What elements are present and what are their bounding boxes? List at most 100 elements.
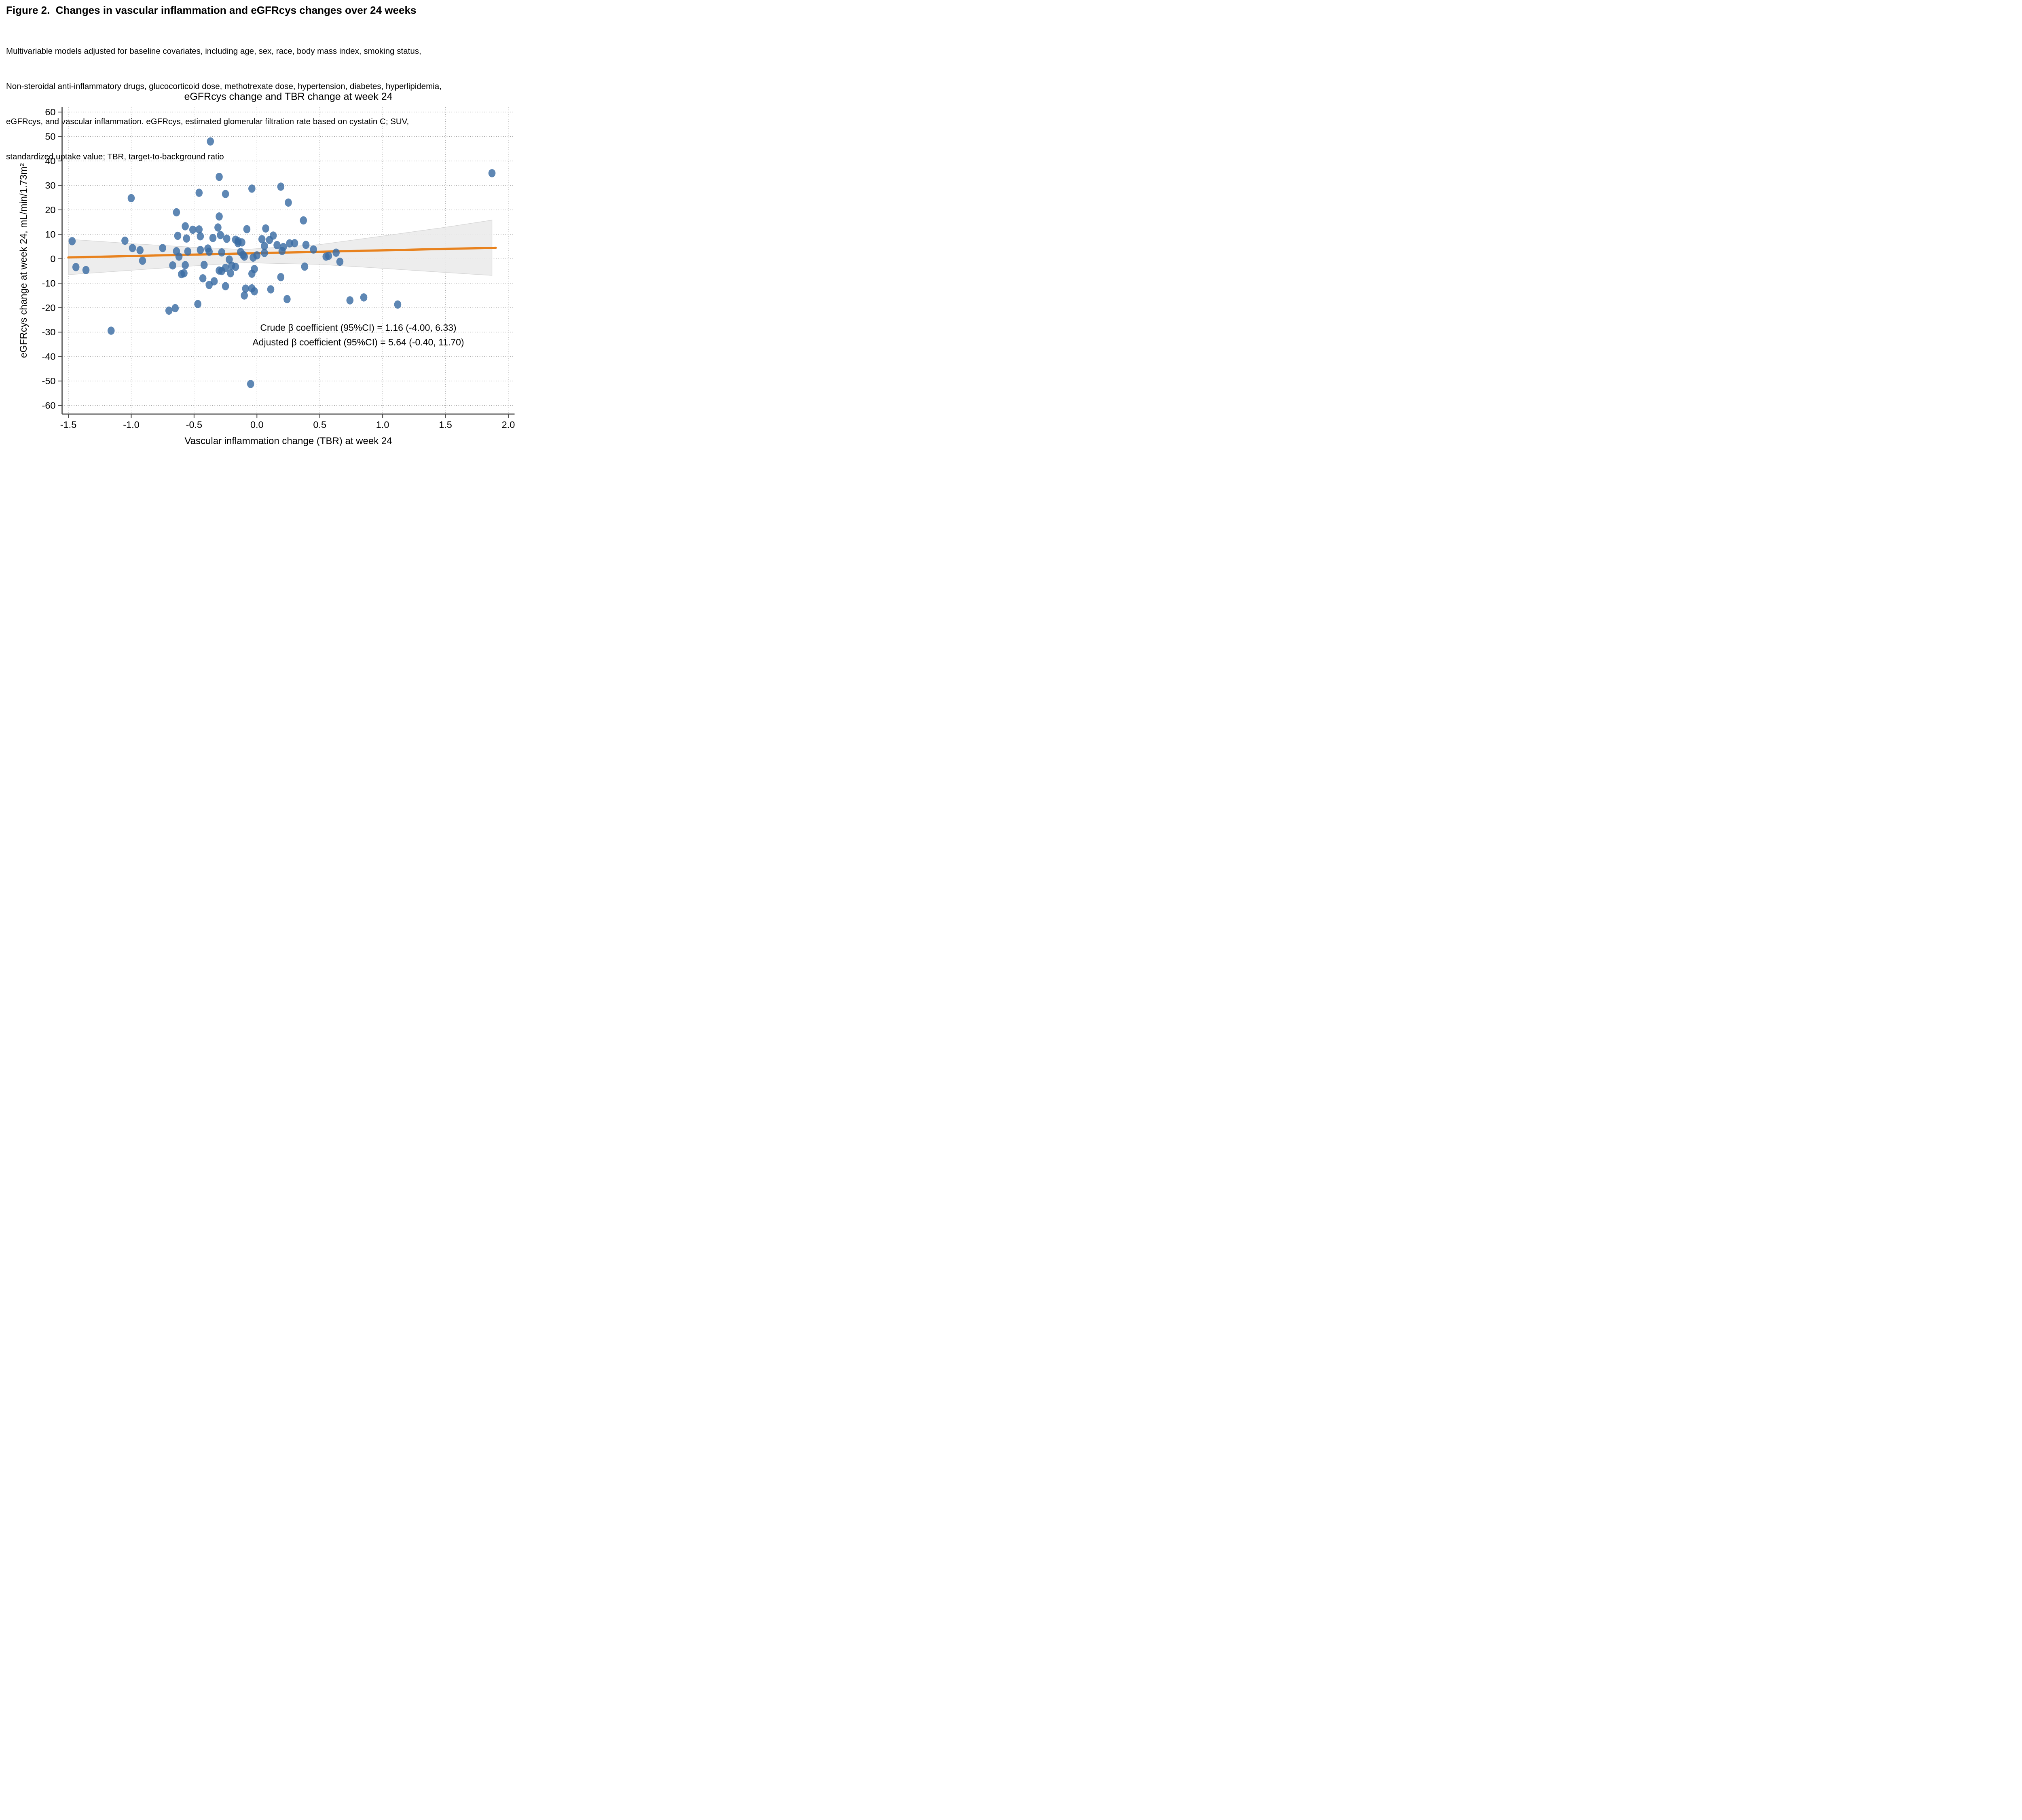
scatter-point xyxy=(278,247,286,255)
scatter-point xyxy=(243,225,251,233)
scatter-point xyxy=(247,380,254,388)
scatter-point xyxy=(195,188,203,197)
scatter-point xyxy=(197,245,204,254)
scatter-point xyxy=(239,250,247,259)
scatter-point xyxy=(273,241,281,250)
scatter-point xyxy=(277,182,285,191)
scatter-point xyxy=(173,208,180,217)
y-tick-label: 10 xyxy=(45,229,55,239)
scatter-point xyxy=(180,269,188,277)
scatter-point xyxy=(107,326,115,335)
scatter-point xyxy=(261,242,268,250)
scatter-point xyxy=(302,241,310,249)
scatter-point xyxy=(182,261,189,269)
scatter-point xyxy=(248,269,256,278)
scatter-point xyxy=(262,224,269,233)
scatter-point xyxy=(216,173,223,181)
scatter-point xyxy=(171,304,179,313)
scatter-point xyxy=(226,255,233,264)
y-tick-label: -50 xyxy=(42,376,56,386)
scatter-point xyxy=(72,263,80,271)
scatter-point xyxy=(332,248,340,257)
scatter-point xyxy=(325,252,332,260)
scatter-point xyxy=(248,184,256,193)
scatter-point xyxy=(139,256,146,265)
scatter-point xyxy=(184,247,192,256)
figure-page: Figure 2. Changes in vascular inflammati… xyxy=(0,0,556,455)
scatter-point xyxy=(165,306,173,315)
y-tick-label: 0 xyxy=(50,254,55,264)
scatter-point xyxy=(159,244,166,252)
scatter-point xyxy=(234,239,242,248)
scatter-point xyxy=(209,234,217,242)
scatter-point xyxy=(261,249,268,257)
scatter-point xyxy=(189,225,197,234)
scatter-point xyxy=(267,285,275,294)
scatter-point xyxy=(214,223,222,232)
caption-line-2: Non-steroidal anti-inflammatory drugs, g… xyxy=(6,82,442,91)
scatter-point xyxy=(68,237,76,245)
x-tick-label: -0.5 xyxy=(186,419,203,430)
scatter-point xyxy=(222,190,229,198)
scatter-point xyxy=(200,260,208,269)
scatter-point xyxy=(136,246,144,254)
scatter-point xyxy=(242,284,250,293)
y-tick-label: 50 xyxy=(45,131,55,142)
y-tick-label: 40 xyxy=(45,156,55,166)
scatter-point xyxy=(394,300,402,309)
scatter-point xyxy=(223,235,231,243)
scatter-point xyxy=(301,262,309,271)
scatter-point xyxy=(129,244,136,252)
y-tick-label: -10 xyxy=(42,278,56,288)
y-tick-label: 60 xyxy=(45,107,55,117)
scatter-point xyxy=(218,248,226,257)
scatter-point xyxy=(285,198,292,207)
scatter-point xyxy=(205,248,213,256)
scatter-point xyxy=(277,273,285,281)
y-tick-label: 30 xyxy=(45,180,55,190)
y-tick-label: 20 xyxy=(45,205,55,215)
x-tick-label: 2.0 xyxy=(502,419,515,430)
scatter-point xyxy=(207,137,214,146)
y-tick-label: -60 xyxy=(42,400,56,411)
scatter-point xyxy=(216,212,223,221)
caption-line-1: Multivariable models adjusted for baseli… xyxy=(6,47,421,56)
scatter-point xyxy=(269,231,277,240)
scatter-point xyxy=(488,169,496,178)
scatter-point xyxy=(195,225,203,234)
scatter-point xyxy=(169,261,176,270)
x-tick-label: 1.0 xyxy=(376,419,389,430)
scatter-point xyxy=(300,216,307,225)
x-axis-title: Vascular inflammation change (TBR) at we… xyxy=(184,436,392,447)
x-tick-label: 1.5 xyxy=(439,419,452,430)
scatter-chart: 60 50 40 30 20 10 0 -10 -20 -30 -40 -50 -60 -1.5 -1.0 -… xyxy=(18,91,515,447)
y-tick-label: -30 xyxy=(42,327,56,337)
adjusted-beta-annotation: Adjusted β coefficient (95%CI) = 5.64 (-… xyxy=(252,337,464,347)
scatter-point xyxy=(183,234,190,243)
scatter-point xyxy=(222,282,229,290)
figure-caption: Multivariable models adjusted for baseli… xyxy=(6,22,442,186)
scatter-point xyxy=(232,262,239,271)
x-tick-label: 0.0 xyxy=(250,419,264,430)
x-tick-label: -1.0 xyxy=(123,419,140,430)
scatter-point xyxy=(217,231,224,239)
scatter-point xyxy=(121,236,129,245)
figure-title: Figure 2. Changes in vascular inflammati… xyxy=(6,4,417,16)
scatter-point xyxy=(174,231,182,240)
scatter-point xyxy=(182,222,189,231)
scatter-point xyxy=(197,232,204,241)
scatter-point xyxy=(346,296,354,305)
scatter-point xyxy=(310,245,317,254)
x-tick-label: -1.5 xyxy=(60,419,77,430)
scatter-point xyxy=(250,253,257,262)
scatter-point xyxy=(258,235,266,243)
scatter-point xyxy=(286,239,293,248)
y-axis-title: eGFRcys change at week 24, mL/min/1.73m² xyxy=(18,163,29,358)
y-tick-label: -20 xyxy=(42,303,56,313)
scatter-point xyxy=(199,274,207,283)
scatter-point xyxy=(194,300,202,308)
scatter-point xyxy=(175,252,183,261)
scatter-point xyxy=(218,267,226,275)
y-tick-label: -40 xyxy=(42,351,56,362)
scatter-point xyxy=(251,287,258,296)
